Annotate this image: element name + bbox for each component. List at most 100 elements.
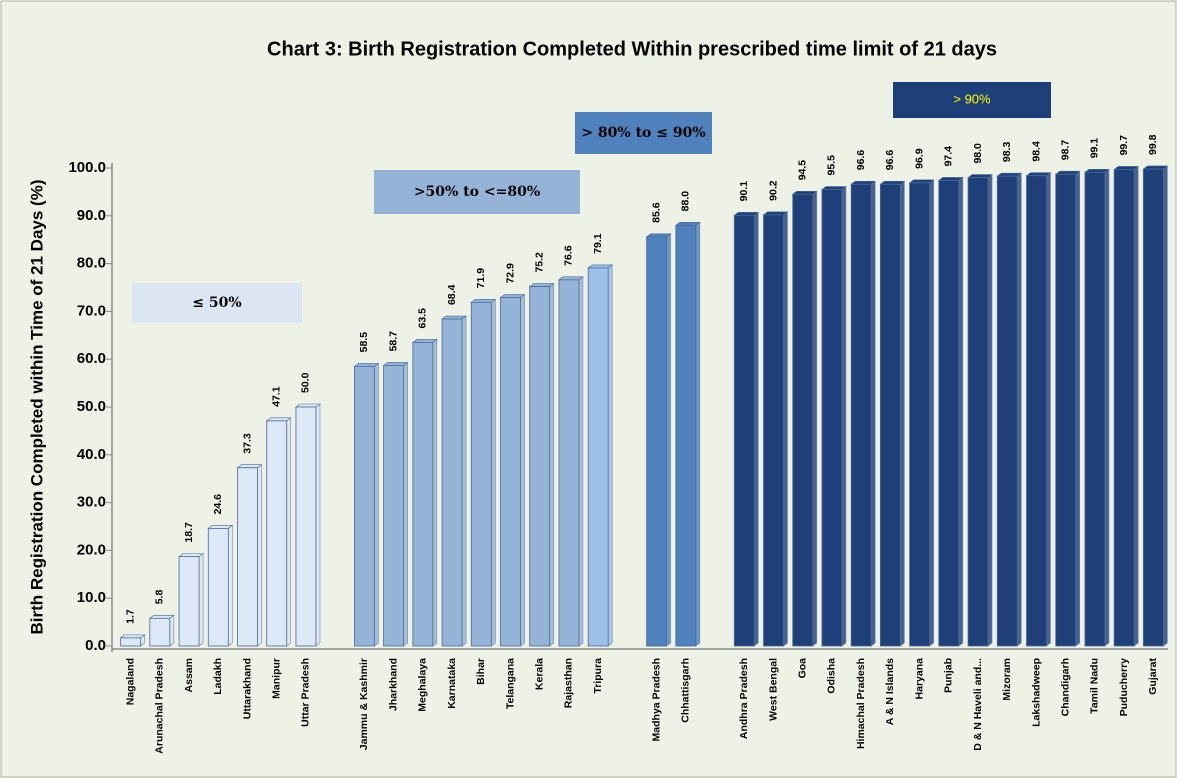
x-tick-label: Odisha [826, 658, 838, 694]
x-tick-label: Gujarat [1147, 658, 1159, 695]
bar [470, 301, 492, 647]
bar-top [236, 464, 263, 469]
bar-side [870, 180, 876, 647]
bar-side [257, 464, 262, 647]
bar-side [461, 315, 467, 647]
bar-side [1133, 165, 1139, 647]
bar-top [499, 294, 526, 298]
bar [500, 297, 521, 647]
bar-side [783, 211, 788, 647]
value-label: 18.7 [183, 522, 195, 543]
value-label: 5.8 [154, 590, 166, 605]
bar [763, 214, 784, 647]
bar-top [265, 417, 292, 422]
bar [441, 318, 463, 647]
bar-side [578, 276, 584, 647]
bar-side [549, 282, 555, 647]
value-label: 75.2 [534, 252, 546, 273]
value-label: 96.6 [884, 150, 896, 171]
x-tick-label: Haryana [913, 658, 925, 700]
annotation-box [374, 170, 580, 214]
bar-top [470, 299, 497, 303]
bar-top [119, 634, 146, 639]
value-label: 99.7 [1118, 135, 1130, 156]
bar [733, 214, 755, 647]
bar [266, 420, 288, 647]
x-tick-label: Puducherry [1118, 658, 1130, 717]
bar [646, 236, 668, 647]
bar-side [1016, 172, 1022, 647]
value-label: 47.1 [271, 386, 283, 407]
bar [938, 180, 960, 647]
bar-side [1104, 168, 1110, 647]
bar [967, 177, 989, 647]
x-tick-label: Assam [183, 658, 195, 692]
bar [295, 406, 317, 647]
bar [675, 224, 697, 647]
bar [178, 556, 200, 647]
bar-side [374, 362, 379, 647]
x-tick-label: Karnataka [446, 658, 458, 709]
y-tick-label: 0.0 [85, 637, 106, 654]
bar [1084, 171, 1106, 647]
value-label: 99.1 [1089, 138, 1101, 159]
bar-top [353, 363, 380, 367]
y-tick-label: 60.0 [77, 350, 106, 367]
x-tick-label: Chandigarh [1060, 658, 1072, 716]
bar [412, 342, 434, 647]
annotation: >50% to <=80% [414, 184, 540, 200]
value-label: 90.2 [767, 180, 779, 201]
bar-top [382, 362, 409, 366]
x-tick-label: Telangana [504, 658, 516, 709]
bar [353, 365, 375, 647]
y-tick-label: 40.0 [77, 446, 106, 463]
annotation: > 90% [953, 91, 991, 106]
bar [909, 182, 931, 647]
bar-side [520, 293, 525, 647]
annotation: > 80% to ≤ 90% [581, 125, 705, 141]
bar-top [1084, 169, 1110, 173]
bar-top [587, 264, 614, 269]
bar-side [841, 185, 847, 647]
bar-top [1054, 170, 1081, 175]
x-tick-label: Tripura [592, 658, 604, 694]
bar [120, 637, 142, 647]
bar-top [148, 614, 175, 619]
x-tick-label: Jammu & Kashmir [358, 658, 370, 750]
x-tick-label: Lakshadweep [1030, 658, 1042, 727]
bar-top [178, 553, 204, 557]
value-label: 58.5 [358, 332, 370, 353]
bar-top [879, 180, 906, 185]
value-label: 88.0 [680, 191, 692, 212]
annotation: ≤ 50% [192, 295, 241, 311]
x-tick-label: D & N Haveli and... [972, 658, 984, 751]
annotation-box [893, 82, 1051, 118]
bar [149, 617, 171, 647]
x-tick-label: Punjab [943, 658, 955, 693]
bar [237, 467, 258, 647]
x-tick-label: Rajasthan [563, 658, 575, 708]
bar-top [967, 174, 993, 178]
bar [879, 183, 901, 647]
value-label: 98.0 [972, 143, 984, 164]
bar-top [528, 283, 555, 287]
x-tick-label: Kerala [534, 658, 546, 690]
x-tick-label: West Bengal [767, 658, 779, 721]
bar-top [762, 211, 789, 216]
x-tick-label: Tamil Nadu [1089, 658, 1101, 714]
bar-top [733, 212, 760, 216]
x-tick-label: Arunachal Pradesh [154, 658, 166, 754]
bar-side [169, 614, 175, 647]
bar [529, 286, 551, 647]
value-label: 76.6 [563, 245, 575, 266]
x-tick-label: Jharkhand [387, 658, 399, 711]
bar [383, 365, 405, 647]
bar [821, 189, 843, 647]
annotation-box [575, 112, 712, 154]
x-tick-label: Goa [797, 658, 809, 679]
bar-side [753, 211, 759, 647]
bar-top [207, 525, 234, 529]
value-label: 50.0 [300, 372, 312, 393]
x-tick-label: Chhattisgarh [680, 658, 692, 723]
value-label: 95.5 [826, 155, 838, 176]
